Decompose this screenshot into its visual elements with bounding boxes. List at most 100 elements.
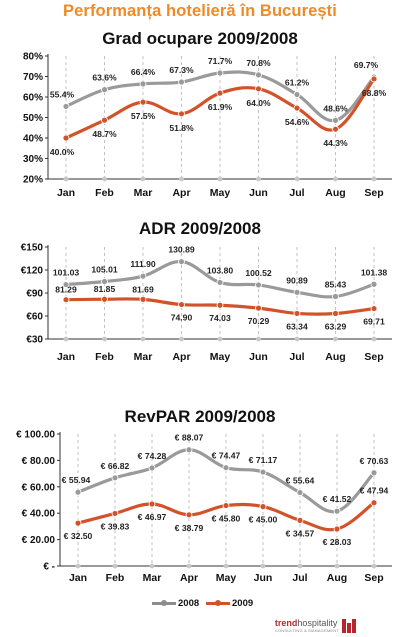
adr-chart-title: ADR 2009/2008 — [139, 219, 261, 238]
revpar-series-2009-point — [259, 503, 267, 510]
occupancy-series-2008-data-label: 61.2% — [285, 78, 310, 88]
occupancy-x-tick-label: Feb — [95, 187, 114, 199]
adr-x-marker — [333, 336, 338, 342]
occupancy-x-tick-label: Apr — [172, 187, 190, 199]
adr-series-2008-data-label: 100.52 — [245, 268, 272, 278]
occupancy-series-2009-data-label: 48.7% — [92, 129, 117, 139]
adr-series-2008-point — [178, 258, 185, 266]
revpar-series-2009-point — [74, 519, 82, 527]
adr-x-marker — [140, 336, 146, 342]
trendhospitality-logo: trendhospitality CONSULTING & MANAGEMENT — [275, 615, 356, 633]
occupancy-y-tick-label: 80% — [23, 52, 43, 63]
occupancy-series-2009-data-label: 64.0% — [246, 98, 271, 108]
adr-x-marker — [63, 336, 69, 342]
occupancy-y-tick-label: 50% — [23, 113, 43, 124]
revpar-series-2009-point — [222, 502, 230, 509]
occupancy-series-2009-data-label: 54.6% — [285, 117, 310, 127]
adr-x-marker — [256, 336, 261, 342]
adr-y-tick-label: €150 — [21, 243, 44, 254]
adr-series-2009-data-label: 81.29 — [55, 285, 77, 295]
revpar-series-2009-point — [111, 510, 119, 517]
legend-label-2009: 2009 — [232, 598, 254, 609]
adr-series-2009-point — [101, 295, 108, 303]
occupancy-series-2009-data-label: 40.0% — [50, 147, 75, 157]
adr-series-2008-point — [62, 281, 70, 288]
revpar-series-2009-point — [370, 499, 378, 507]
revpar-y-tick-label: € 100.00 — [16, 430, 55, 441]
adr-x-marker — [294, 336, 300, 342]
occupancy-series-2008-data-label: 71.7% — [208, 56, 233, 66]
adr-series-2008-data-label: 105.01 — [91, 264, 118, 274]
revpar-series-2009-data-label: € 39.83 — [101, 521, 130, 531]
occupancy-x-tick-label: Mar — [134, 187, 153, 199]
adr-series-2008-point — [216, 279, 224, 286]
revpar-series-2009-data-label: € 34.57 — [286, 528, 315, 538]
revpar-series-2008-point — [259, 468, 267, 476]
chart-legend: 2008 2009 — [0, 592, 400, 616]
logo-tagline: CONSULTING & MANAGEMENT — [274, 628, 339, 633]
revpar-x-tick-label: May — [216, 572, 237, 584]
adr-y-tick-label: €120 — [21, 266, 44, 277]
revpar-series-2009-point — [148, 500, 156, 508]
adr-x-tick-label: Feb — [95, 351, 114, 363]
revpar-x-marker — [260, 563, 266, 569]
occupancy-x-marker — [371, 176, 377, 182]
adr-series-2008-point — [139, 272, 147, 280]
occupancy-series-2008-point — [332, 116, 339, 124]
adr-series-2008-data-label: 101.38 — [361, 267, 388, 277]
revpar-x-marker — [75, 563, 81, 569]
revpar-series-2009-data-label: € 47.94 — [360, 486, 389, 496]
occupancy-series-2009-point — [293, 104, 301, 112]
revpar-series-2009-data-label: € 38.79 — [175, 523, 204, 533]
legend-item-2008: 2008 — [152, 598, 199, 609]
occupancy-series-2008-point — [101, 86, 108, 94]
occupancy-x-marker — [217, 176, 223, 182]
adr-x-marker — [371, 336, 377, 342]
occupancy-x-marker — [333, 176, 338, 182]
adr-x-tick-label: Jul — [289, 351, 304, 363]
occupancy-x-marker — [102, 176, 107, 182]
occupancy-series-2009-point — [62, 134, 70, 142]
revpar-y-tick-label: € 20.00 — [22, 535, 56, 546]
adr-x-marker — [102, 336, 107, 342]
revpar-series-2009-data-label: € 45.00 — [249, 515, 278, 525]
occupancy-series-2009-point — [255, 85, 262, 93]
adr-series-2009-data-label: 81.85 — [94, 284, 116, 294]
revpar-series-2008-data-label: € 74.47 — [212, 451, 241, 461]
revpar-x-marker — [334, 563, 340, 569]
adr-series-2008-point — [332, 293, 339, 300]
revpar-x-marker — [297, 563, 303, 569]
adr-series-2009-point — [255, 304, 262, 312]
occupancy-series-2008-point — [293, 91, 301, 98]
occupancy-series-2008-point — [255, 71, 262, 79]
logo-mark-icon — [342, 619, 356, 633]
revpar-series-2008-data-label: € 55.94 — [62, 475, 91, 485]
occupancy-x-tick-label: Jul — [289, 187, 304, 199]
occupancy-y-tick-label: 60% — [23, 93, 43, 104]
revpar-series-2008-point — [185, 446, 193, 454]
occupancy-series-2008-data-label: 63.6% — [92, 73, 117, 83]
occupancy-series-2009-point — [216, 89, 224, 97]
revpar-chart: RevPAR 2009/2008 € - € 20.00 € 40.00 € 60.00… — [16, 407, 392, 584]
adr-x-tick-label: Apr — [172, 351, 190, 363]
adr-y-tick-label: €90 — [26, 289, 43, 300]
adr-y-tick-label: €30 — [26, 335, 43, 346]
revpar-series-2008-data-label: € 55.64 — [286, 476, 315, 486]
adr-y-tick-label: €60 — [26, 312, 43, 323]
revpar-series-2008-data-label: € 70.63 — [360, 456, 389, 466]
revpar-series-2008-point — [74, 488, 82, 496]
adr-series-2009-data-label: 74.03 — [209, 313, 231, 323]
adr-x-tick-label: Sep — [364, 351, 383, 363]
adr-series-2008-point — [293, 288, 301, 296]
adr-series-2009-point — [293, 310, 301, 317]
legend-swatch-2009 — [206, 600, 230, 606]
occupancy-y-tick-label: 30% — [23, 154, 43, 165]
occupancy-y-tick-label: 20% — [23, 175, 43, 186]
occupancy-chart: Grad ocupare 2009/2008 20% 30% 40% 50% 60% 70%… — [23, 29, 392, 199]
revpar-series-2008-data-label: € 71.17 — [249, 455, 278, 465]
adr-x-marker — [217, 336, 223, 342]
adr-x-tick-label: Mar — [134, 351, 153, 363]
legend-item-2009: 2009 — [206, 598, 253, 609]
revpar-series-2009-point — [185, 511, 193, 519]
occupancy-x-marker — [63, 176, 69, 182]
